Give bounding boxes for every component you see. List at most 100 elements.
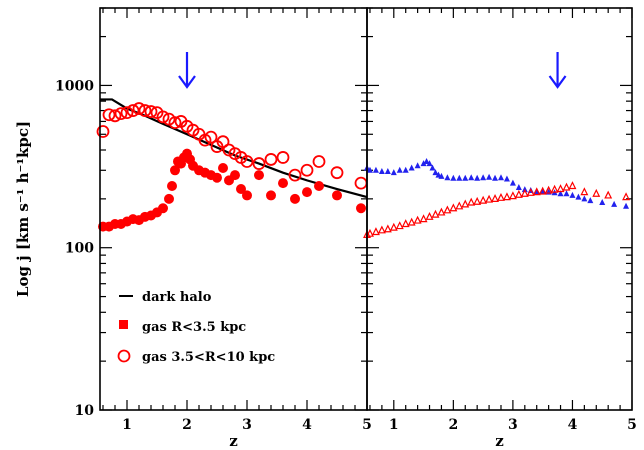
panel-right-series-1-point <box>497 192 505 201</box>
panel-left-gas-r-3-5-kpc-point <box>356 203 366 214</box>
panel-left-gas-3-5-r-10-kpc-point <box>312 155 326 168</box>
panel-right-series-0-point <box>480 174 487 181</box>
panel-right-series-1-point <box>491 194 500 202</box>
panel-right-series-0-point <box>429 164 436 171</box>
panel-right-frame <box>366 7 633 411</box>
panel-left-y-tick-label: 10 <box>75 403 95 419</box>
panel-right-series-1-point <box>592 188 601 197</box>
panel-right-x-tick-label: 5 <box>627 417 637 433</box>
legend-label-gas-inner: gas R<3.5 kpc <box>142 320 246 335</box>
panel-left-gas-3-5-r-10-kpc-point <box>120 106 134 120</box>
panel-left-x-tick-label: 2 <box>182 417 192 433</box>
panel-right-series-0-point <box>581 195 588 202</box>
panel-left-gas-r-3-5-kpc-point <box>170 165 180 176</box>
panel-right-series-0-point <box>438 172 445 179</box>
panel-right-series-0-point <box>468 174 475 181</box>
panel-right-series-0-point <box>557 190 564 197</box>
panel-right-series-0-point <box>539 188 546 195</box>
panel-left-y-axis-label: Log j [km s⁻¹ h⁻¹kpc] <box>14 121 32 297</box>
panel-left-gas-3-5-r-10-kpc-point <box>288 168 302 182</box>
panel-right-series-1-point <box>562 182 571 191</box>
panel-left-gas-r-3-5-kpc-point <box>242 190 252 201</box>
panel-right-series-1-point <box>532 187 541 196</box>
panel-right-series-0-point <box>492 174 499 181</box>
panel-right-x-tick-label: 4 <box>568 417 578 433</box>
panel-right-series-1-point <box>520 188 529 197</box>
panel-right-x-tick-label: 1 <box>389 417 399 433</box>
panel-right-series-0-point <box>408 164 415 171</box>
panel-left-gas-3-5-r-10-kpc-point <box>114 107 128 121</box>
panel-left-gas-r-3-5-kpc-point <box>167 181 177 192</box>
panel-right-series-1-point <box>449 203 458 212</box>
panel-left-gas-r-3-5-kpc-point <box>254 170 264 181</box>
panel-right-series-1-point <box>514 189 523 198</box>
panel-left-x-tick-label: 4 <box>302 417 312 433</box>
panel-right-series-0-point <box>503 175 510 182</box>
panel-right-series-1-point <box>395 221 404 230</box>
panel-left-gas-3-5-r-10-kpc-point <box>144 105 158 118</box>
panel-right-series-0-point <box>515 183 522 190</box>
panel-left-x-tick-label: 3 <box>242 417 252 433</box>
panel-left-x-tick-label: 1 <box>122 417 132 433</box>
panel-right-x-tick-label: 2 <box>448 417 458 433</box>
panel-left-gas-r-3-5-kpc-point <box>164 193 174 204</box>
panel-right-series-0-point <box>420 160 427 167</box>
panel-right-series-1-point <box>437 207 446 216</box>
panel-right-x-tick-label: 3 <box>508 417 518 433</box>
panel-right-series-0-point <box>414 162 421 169</box>
panel-right-series-1-point <box>383 224 392 233</box>
panel-right-series-1-point <box>556 184 565 193</box>
panel-right-series-0-point <box>599 198 606 205</box>
panel-right-series-1-point <box>366 228 374 237</box>
panel-right-series-0-point <box>366 166 373 173</box>
panel-left-x-axis-label: z <box>229 432 238 450</box>
panel-left-gas-r-3-5-kpc-point <box>266 190 276 201</box>
panel-right-series-0-point <box>611 200 618 207</box>
panel-right-series-1-point <box>479 195 488 204</box>
panel-left-gas-3-5-r-10-kpc-point <box>138 104 152 117</box>
panel-right-series-0-point <box>563 190 570 197</box>
panel-right-series-1-point <box>544 185 553 194</box>
panel-left-gas-3-5-r-10-kpc-point <box>264 153 278 166</box>
panel-left-gas-r-3-5-kpc-point <box>290 193 300 204</box>
panel-left-gas-3-5-r-10-kpc-point <box>108 109 122 123</box>
panel-right-series-1-point <box>502 192 511 201</box>
panel-right-series-0-point <box>575 193 582 200</box>
panel-right-series-0-point <box>432 169 439 176</box>
panel-left-gas-r-3-5-kpc-point <box>302 187 312 198</box>
panel-left-gas-r-3-5-kpc-point <box>278 178 288 189</box>
panel-right-series-0-point <box>569 191 576 198</box>
panel-left-gas-r-3-5-kpc-point <box>158 203 168 214</box>
panel-right-series-1-point <box>538 186 547 195</box>
panel-left-gas-3-5-r-10-kpc-point <box>132 102 146 115</box>
panel-left-gas-r-3-5-kpc-point <box>236 184 246 195</box>
panel-right-series-0-point <box>587 197 594 204</box>
panel-right-series-1-point <box>389 222 398 231</box>
panel-right-series-1-point <box>473 196 482 205</box>
panel-left-gas-r-3-5-kpc-point <box>212 172 222 183</box>
panel-right-series-0-point <box>402 166 409 173</box>
panel-right-series-1-point <box>377 225 386 234</box>
panel-left-gas-3-5-r-10-kpc-point <box>276 151 290 164</box>
panel-right-series-0-point <box>497 174 504 181</box>
panel-right-series-0-point <box>423 157 430 164</box>
panel-right-series-1-point <box>443 205 452 214</box>
panel-left-gas-r-3-5-kpc-point <box>332 190 342 201</box>
panel-right-series-0-point <box>444 174 451 181</box>
panel-right-series-1-point <box>425 211 434 220</box>
panel-right-series-1-point <box>580 187 589 196</box>
panel-left-y-tick-label: 1000 <box>55 78 94 94</box>
panel-left-gas-r-3-5-kpc-point <box>314 181 324 192</box>
panel-left-gas-3-5-r-10-kpc-point <box>300 163 314 177</box>
panel-right-series-0-point <box>390 169 397 176</box>
panel-left-gas-3-5-r-10-kpc-point <box>96 125 110 138</box>
panel-right-series-1-point <box>407 217 416 226</box>
legend-swatch-gas-inner <box>119 320 128 329</box>
panel-right-series-0-point <box>378 167 385 174</box>
panel-right-series-1-point <box>431 209 440 218</box>
panel-right-series-1-point <box>604 190 613 199</box>
panel-right-series-0-point <box>462 174 469 181</box>
panel-left-y-tick-label: 100 <box>65 241 94 257</box>
panel-right-series-0-point <box>474 174 481 181</box>
